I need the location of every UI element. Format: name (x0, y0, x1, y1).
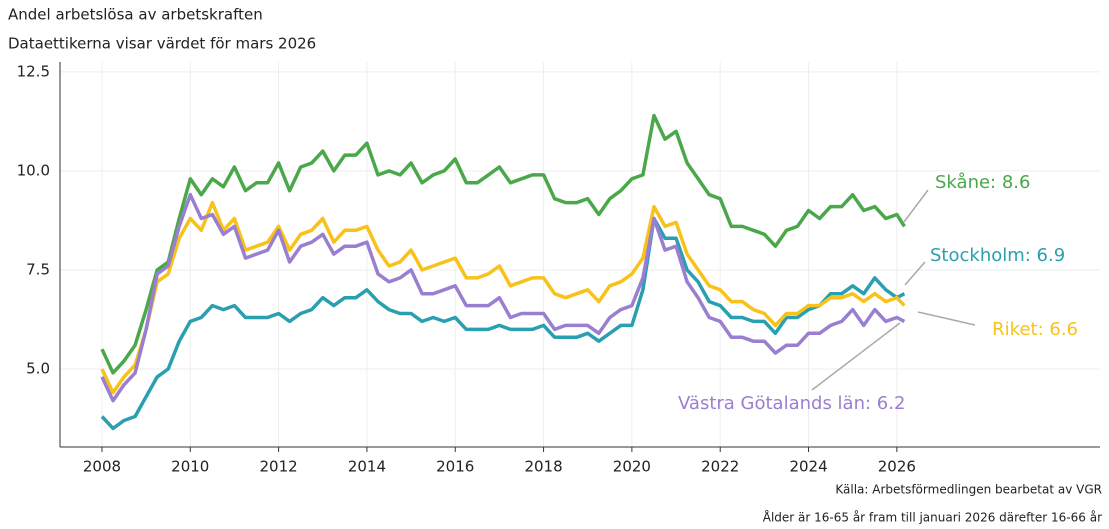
y-tick-label: 10.0 (17, 161, 50, 179)
x-tick-label: 2016 (436, 458, 474, 476)
leader-line (811, 322, 901, 391)
x-tick-label: 2022 (701, 458, 739, 476)
source: Källa: Arbetsförmedlingen bearbetat av V… (835, 483, 1102, 497)
x-tick-label: 2010 (171, 458, 209, 476)
note: Ålder är 16-65 år fram till januari 2026… (763, 510, 1102, 525)
series-label: Riket: 6.6 (992, 319, 1078, 340)
series-line (100, 216, 906, 431)
x-tick-label: 2020 (613, 458, 651, 476)
y-tick-label: 5.0 (26, 359, 50, 377)
series-label: Stockholm: 6.9 (930, 245, 1065, 266)
chart-title: Andel arbetslösa av arbetskraften (8, 6, 263, 24)
x-tick-label: 2024 (789, 458, 827, 476)
x-tick-label: 2008 (83, 458, 121, 476)
y-tick-label: 12.5 (17, 62, 50, 80)
series-line (100, 200, 906, 395)
series-line (100, 192, 906, 403)
y-tick-label: 7.5 (26, 260, 50, 278)
leader-line (917, 311, 976, 326)
series-label: Västra Götalands län: 6.2 (678, 393, 905, 414)
x-tick-label: 2018 (524, 458, 562, 476)
series-line (100, 113, 906, 375)
series-label: Skåne: 8.6 (935, 172, 1030, 193)
x-tick-label: 2026 (878, 458, 916, 476)
x-tick-label: 2012 (260, 458, 298, 476)
leader-line (904, 261, 926, 286)
leader-line (903, 189, 929, 223)
x-tick-label: 2014 (348, 458, 386, 476)
chart-subtitle: Dataettikerna visar värdet för mars 2026 (8, 35, 316, 53)
